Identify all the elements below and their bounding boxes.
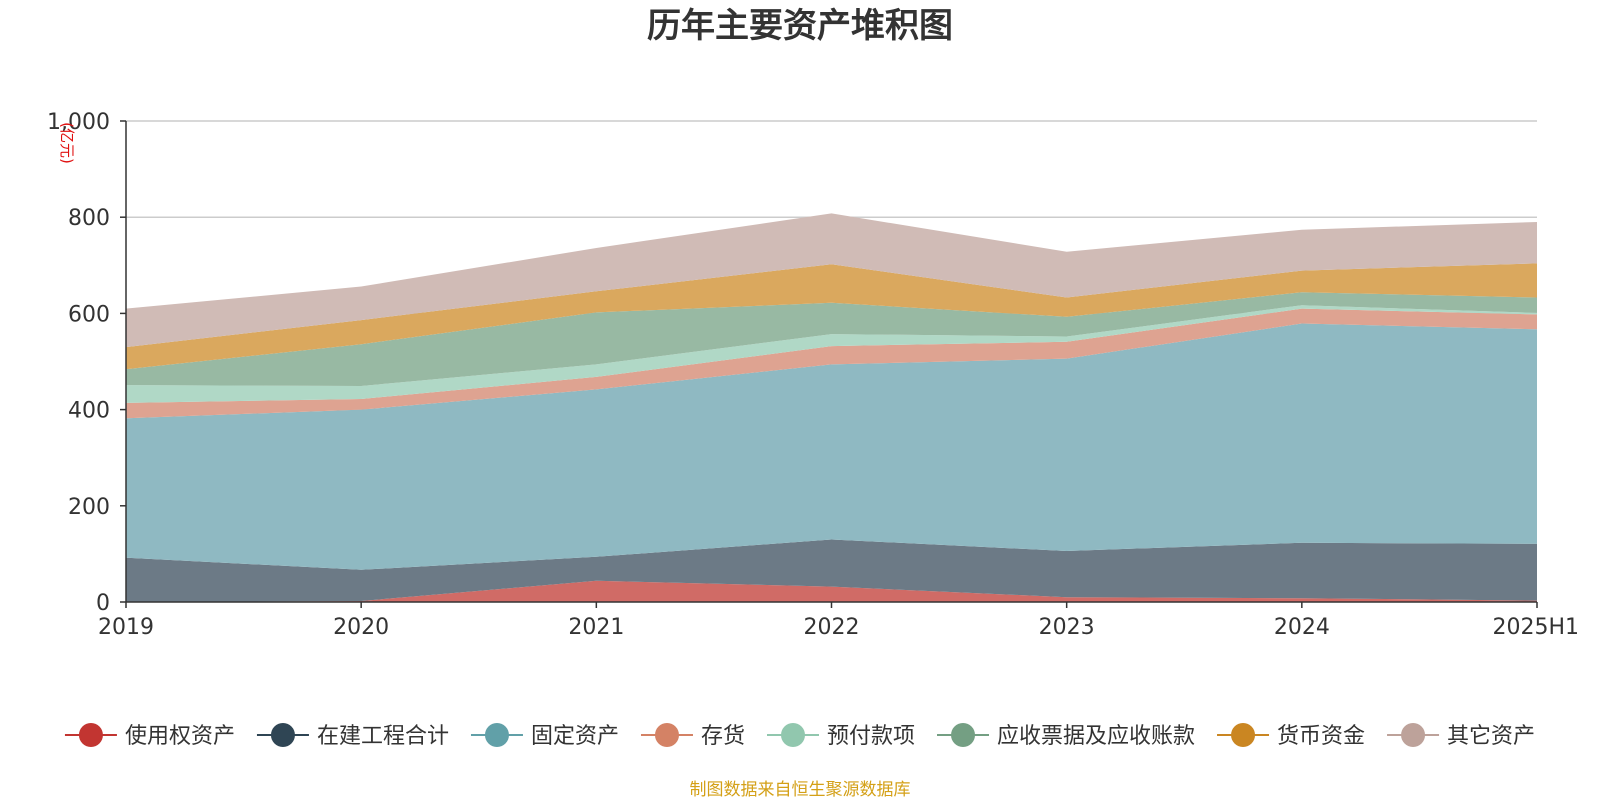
legend-item-1[interactable]: 在建工程合计 — [256, 723, 449, 749]
y-tick-label-3: 600 — [68, 302, 110, 327]
legend-label-6: 货币资金 — [1277, 724, 1365, 749]
legend-label-5: 应收票据及应收账款 — [997, 724, 1195, 749]
legend-label-4: 预付款项 — [827, 724, 915, 749]
legend-label-1: 在建工程合计 — [317, 724, 449, 749]
area-series-1[interactable] — [126, 539, 1537, 603]
area-series-0[interactable] — [126, 580, 1537, 602]
area-series-4[interactable] — [126, 305, 1537, 403]
area-series-7[interactable] — [126, 213, 1537, 348]
x-tick-label-5: 2024 — [1274, 615, 1330, 640]
y-axis-unit: (亿元) — [58, 122, 76, 164]
x-tick-label-1: 2020 — [333, 615, 389, 640]
y-tick-label-5: 1,000 — [47, 110, 110, 135]
data-source-note: 制图数据来自恒生聚源数据库 — [690, 780, 911, 800]
chart-title: 历年主要资产堆积图 — [647, 6, 953, 46]
y-tick-label-0: 0 — [96, 591, 110, 616]
area-series-2[interactable] — [126, 323, 1537, 570]
legend-item-2[interactable]: 固定资产 — [470, 723, 619, 749]
legend-marker-0 — [78, 723, 103, 747]
x-axis-ticks: 2019 2020 2021 2022 2023 2024 2025H1 — [98, 602, 1579, 640]
legend-item-4[interactable]: 预付款项 — [767, 723, 915, 749]
legend-marker-7 — [1401, 723, 1426, 747]
area-series-3[interactable] — [126, 308, 1537, 419]
legend-item-7[interactable]: 其它资产 — [1387, 723, 1535, 749]
area-series-5[interactable] — [126, 292, 1537, 386]
y-tick-label-2: 400 — [68, 399, 110, 424]
x-tick-label-6: 2025H1 — [1492, 615, 1579, 640]
legend-label-0: 使用权资产 — [125, 724, 235, 749]
area-series-6[interactable] — [126, 263, 1537, 370]
legend-item-5[interactable]: 应收票据及应收账款 — [937, 723, 1195, 749]
legend: 使用权资产 在建工程合计 固定资产 存货 预付款项 应收票据及应收账款 货币资金 其它资产 — [64, 723, 1535, 749]
legend-item-0[interactable]: 使用权资产 — [64, 723, 235, 749]
legend-marker-6 — [1231, 723, 1256, 747]
legend-label-3: 存货 — [701, 724, 745, 749]
legend-marker-2 — [484, 723, 509, 747]
legend-item-3[interactable]: 存货 — [640, 723, 745, 749]
x-tick-label-0: 2019 — [98, 615, 154, 640]
x-tick-label-3: 2022 — [804, 615, 860, 640]
x-tick-label-2: 2021 — [568, 615, 624, 640]
legend-marker-3 — [654, 723, 679, 747]
y-tick-label-4: 800 — [68, 206, 110, 231]
legend-marker-4 — [781, 723, 805, 747]
legend-item-6[interactable]: 货币资金 — [1217, 723, 1365, 749]
legend-label-2: 固定资产 — [531, 724, 619, 749]
y-axis-ticks: 0 200 400 600 800 1,000 — [47, 110, 126, 616]
legend-marker-5 — [951, 723, 976, 747]
area-series — [126, 213, 1537, 602]
x-tick-label-4: 2023 — [1039, 615, 1095, 640]
legend-marker-1 — [270, 723, 295, 747]
y-tick-label-1: 200 — [68, 495, 110, 520]
legend-label-7: 其它资产 — [1447, 724, 1535, 749]
